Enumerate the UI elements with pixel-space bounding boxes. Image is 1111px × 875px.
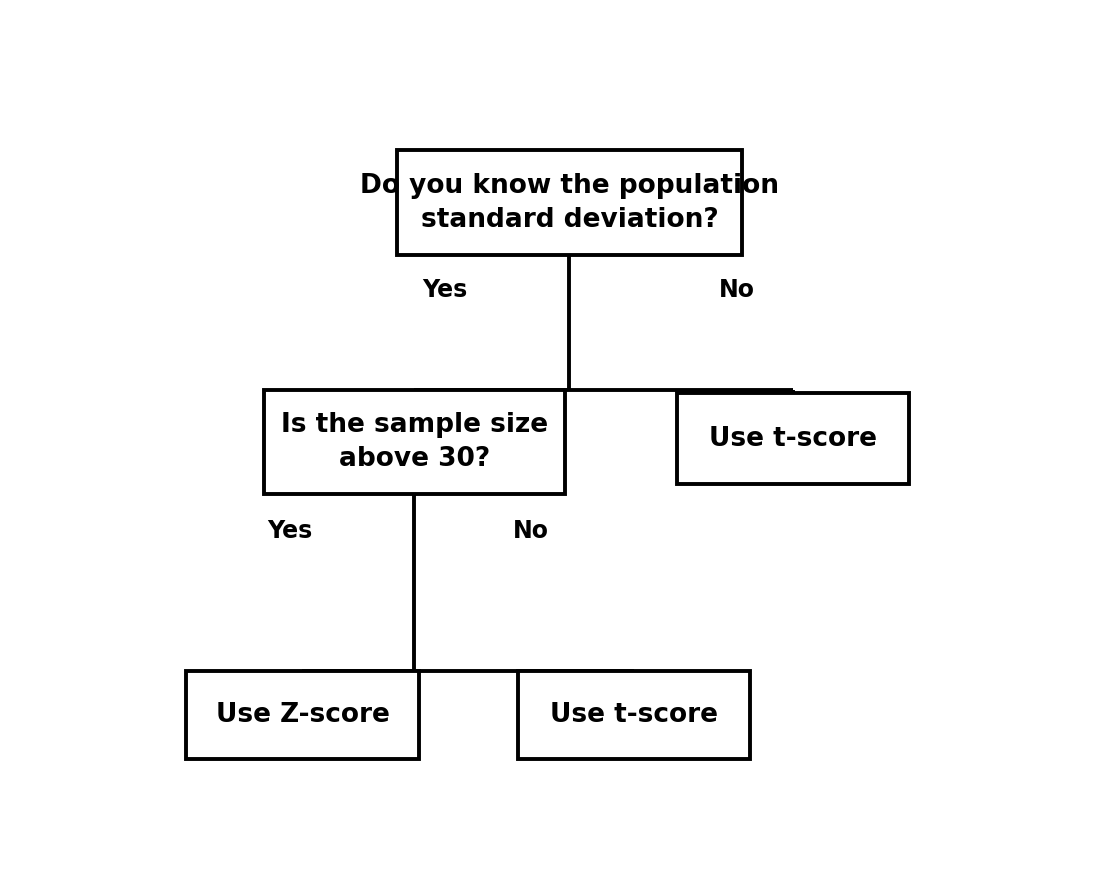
Text: No: No xyxy=(719,278,755,302)
Bar xyxy=(187,671,419,759)
Bar xyxy=(398,150,742,255)
Text: Yes: Yes xyxy=(422,278,467,302)
Text: Yes: Yes xyxy=(267,520,312,543)
Bar xyxy=(677,393,910,484)
Text: Is the sample size
above 30?: Is the sample size above 30? xyxy=(281,412,548,472)
Text: No: No xyxy=(512,520,549,543)
Text: Use t-score: Use t-score xyxy=(550,702,718,728)
Text: Use Z-score: Use Z-score xyxy=(216,702,390,728)
Bar xyxy=(518,671,750,759)
Text: Do you know the population
standard deviation?: Do you know the population standard devi… xyxy=(360,172,779,233)
Bar xyxy=(263,389,565,494)
Text: Use t-score: Use t-score xyxy=(709,425,878,452)
